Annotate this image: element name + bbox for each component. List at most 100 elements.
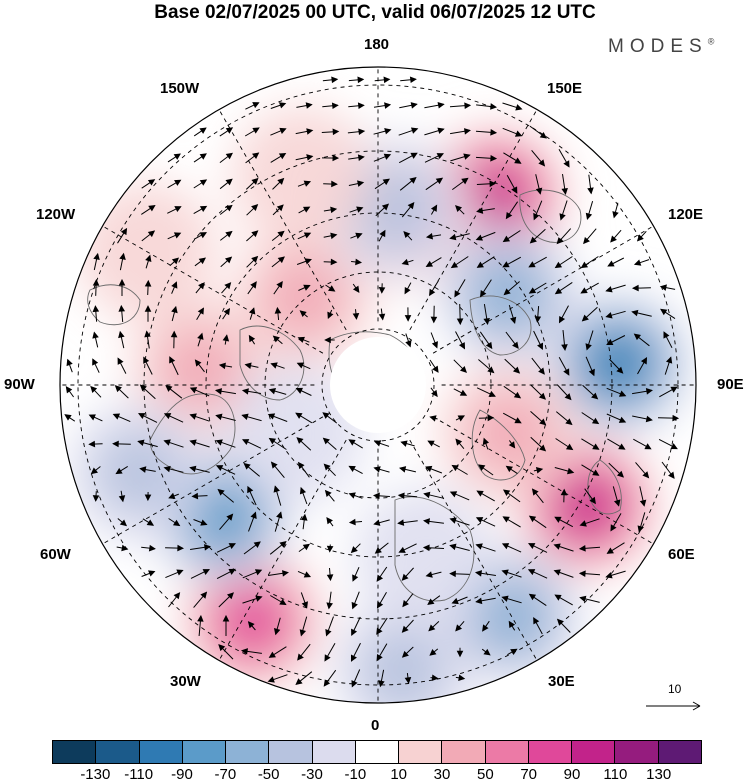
wind-vector-head [383, 76, 391, 84]
wind-vector-head [645, 415, 653, 423]
wind-vector-head [255, 595, 263, 602]
wind-vector-head [215, 439, 223, 446]
wind-vector-head [512, 366, 521, 374]
wind-vector-head [177, 544, 185, 552]
meridian-line [85, 216, 324, 354]
wind-vector-head [170, 330, 178, 338]
lon-label-180: 180 [364, 36, 390, 53]
wind-vector-head [277, 230, 285, 238]
wind-vector-head [144, 494, 152, 502]
map-title: Base 02/07/2025 00 UTC, valid 06/07/2025… [154, 2, 596, 23]
wind-vector-head [270, 362, 278, 369]
wind-vector-head [505, 211, 513, 220]
wind-vector-head [172, 519, 181, 527]
wind-vector-head [535, 467, 544, 474]
wind-vector-head [427, 598, 435, 605]
wind-vector-head [514, 157, 522, 164]
wind-vector-head [437, 127, 445, 134]
wind-vector-head [351, 601, 358, 610]
wind-vector-head [565, 443, 574, 451]
wind-vector-head [300, 513, 308, 521]
wind-vector-head [409, 76, 417, 84]
wind-vector-head [514, 417, 522, 424]
wind-vector-head [252, 152, 260, 160]
wind-vector-head [148, 204, 156, 212]
wind-vector-head [430, 204, 438, 212]
wind-vector-head [174, 179, 182, 186]
colorbar-swatch [269, 741, 313, 763]
wind-vector-head [279, 127, 287, 134]
wind-vector-head [350, 546, 358, 554]
wind-vector-head [355, 258, 363, 266]
wind-vector-head [610, 524, 617, 532]
wind-vector-head [351, 628, 358, 637]
wind-vector-head [253, 541, 261, 548]
wind-vector-head [409, 176, 417, 184]
wind-vector-head [223, 307, 231, 316]
wind-vector-head [241, 388, 249, 395]
wind-vector-head [268, 651, 276, 658]
wind-vector-head [303, 284, 311, 291]
wind-vector-head [605, 312, 613, 319]
anomaly-blob [158, 327, 244, 412]
colorbar-tick-label: 70 [520, 766, 537, 783]
wind-vector-head [267, 676, 275, 683]
wind-vector-head [578, 545, 586, 552]
meridian-line [409, 92, 547, 331]
wind-vector-head [268, 387, 277, 395]
wind-vector-head [513, 391, 522, 399]
wind-vector-head [200, 591, 208, 599]
wind-vector-head [451, 597, 459, 605]
graticule [60, 67, 696, 703]
wind-vector-head [539, 131, 548, 139]
wind-vector-head [224, 256, 233, 264]
wind-vector-head [199, 232, 207, 239]
wind-vector-head [278, 153, 287, 160]
wind-vector-head [163, 465, 171, 473]
vector-scale-arrow [646, 701, 701, 711]
wind-vector-head [425, 465, 433, 473]
wind-vector-head [538, 367, 545, 375]
wind-vector-head [585, 212, 593, 220]
wind-vector-head [93, 252, 100, 261]
wind-vector-head [222, 614, 230, 622]
wind-vector-head [528, 515, 537, 523]
wind-vector-head [352, 574, 359, 582]
lon-label-150e: 150E [547, 80, 583, 97]
wind-vector-head [639, 499, 647, 507]
wind-vector-head [226, 592, 235, 600]
wind-vector-head [515, 104, 523, 111]
wind-vector-head [251, 230, 259, 238]
wind-vector-head [431, 674, 439, 682]
wind-vector-head [539, 418, 547, 426]
wind-vector-head [563, 368, 570, 376]
colorbar-tick-label: 130 [646, 766, 672, 783]
wind-vector-head [173, 592, 181, 600]
lon-label-60w: 60W [40, 546, 71, 563]
wind-vector-head [428, 624, 436, 632]
wind-vector-head [483, 648, 491, 656]
wind-vector-head [537, 342, 544, 351]
wind-vector-head [267, 413, 276, 420]
wind-vector-head [501, 569, 509, 576]
wind-vector-head [228, 543, 237, 550]
wind-vector-head [565, 418, 573, 426]
wind-vector-head [302, 206, 311, 213]
wind-vector-head [65, 386, 73, 394]
wind-vector-head [92, 358, 99, 366]
wind-vector-head [351, 654, 357, 662]
wind-vector-head [92, 495, 100, 502]
wind-vector-head [270, 461, 278, 469]
wind-vector-head [618, 443, 626, 450]
wind-vector-head [165, 385, 173, 392]
wind-vector-head [139, 466, 147, 473]
wind-vector-head [273, 485, 280, 493]
wind-vector-head [302, 543, 311, 551]
wind-vector-head [456, 650, 464, 658]
wind-vector-head [378, 680, 385, 688]
wind-vector-head [202, 569, 211, 576]
wind-vector-head [241, 413, 249, 421]
wind-vector-head [475, 234, 483, 241]
wind-vector-head [449, 543, 457, 551]
wind-vector-head [218, 362, 226, 370]
